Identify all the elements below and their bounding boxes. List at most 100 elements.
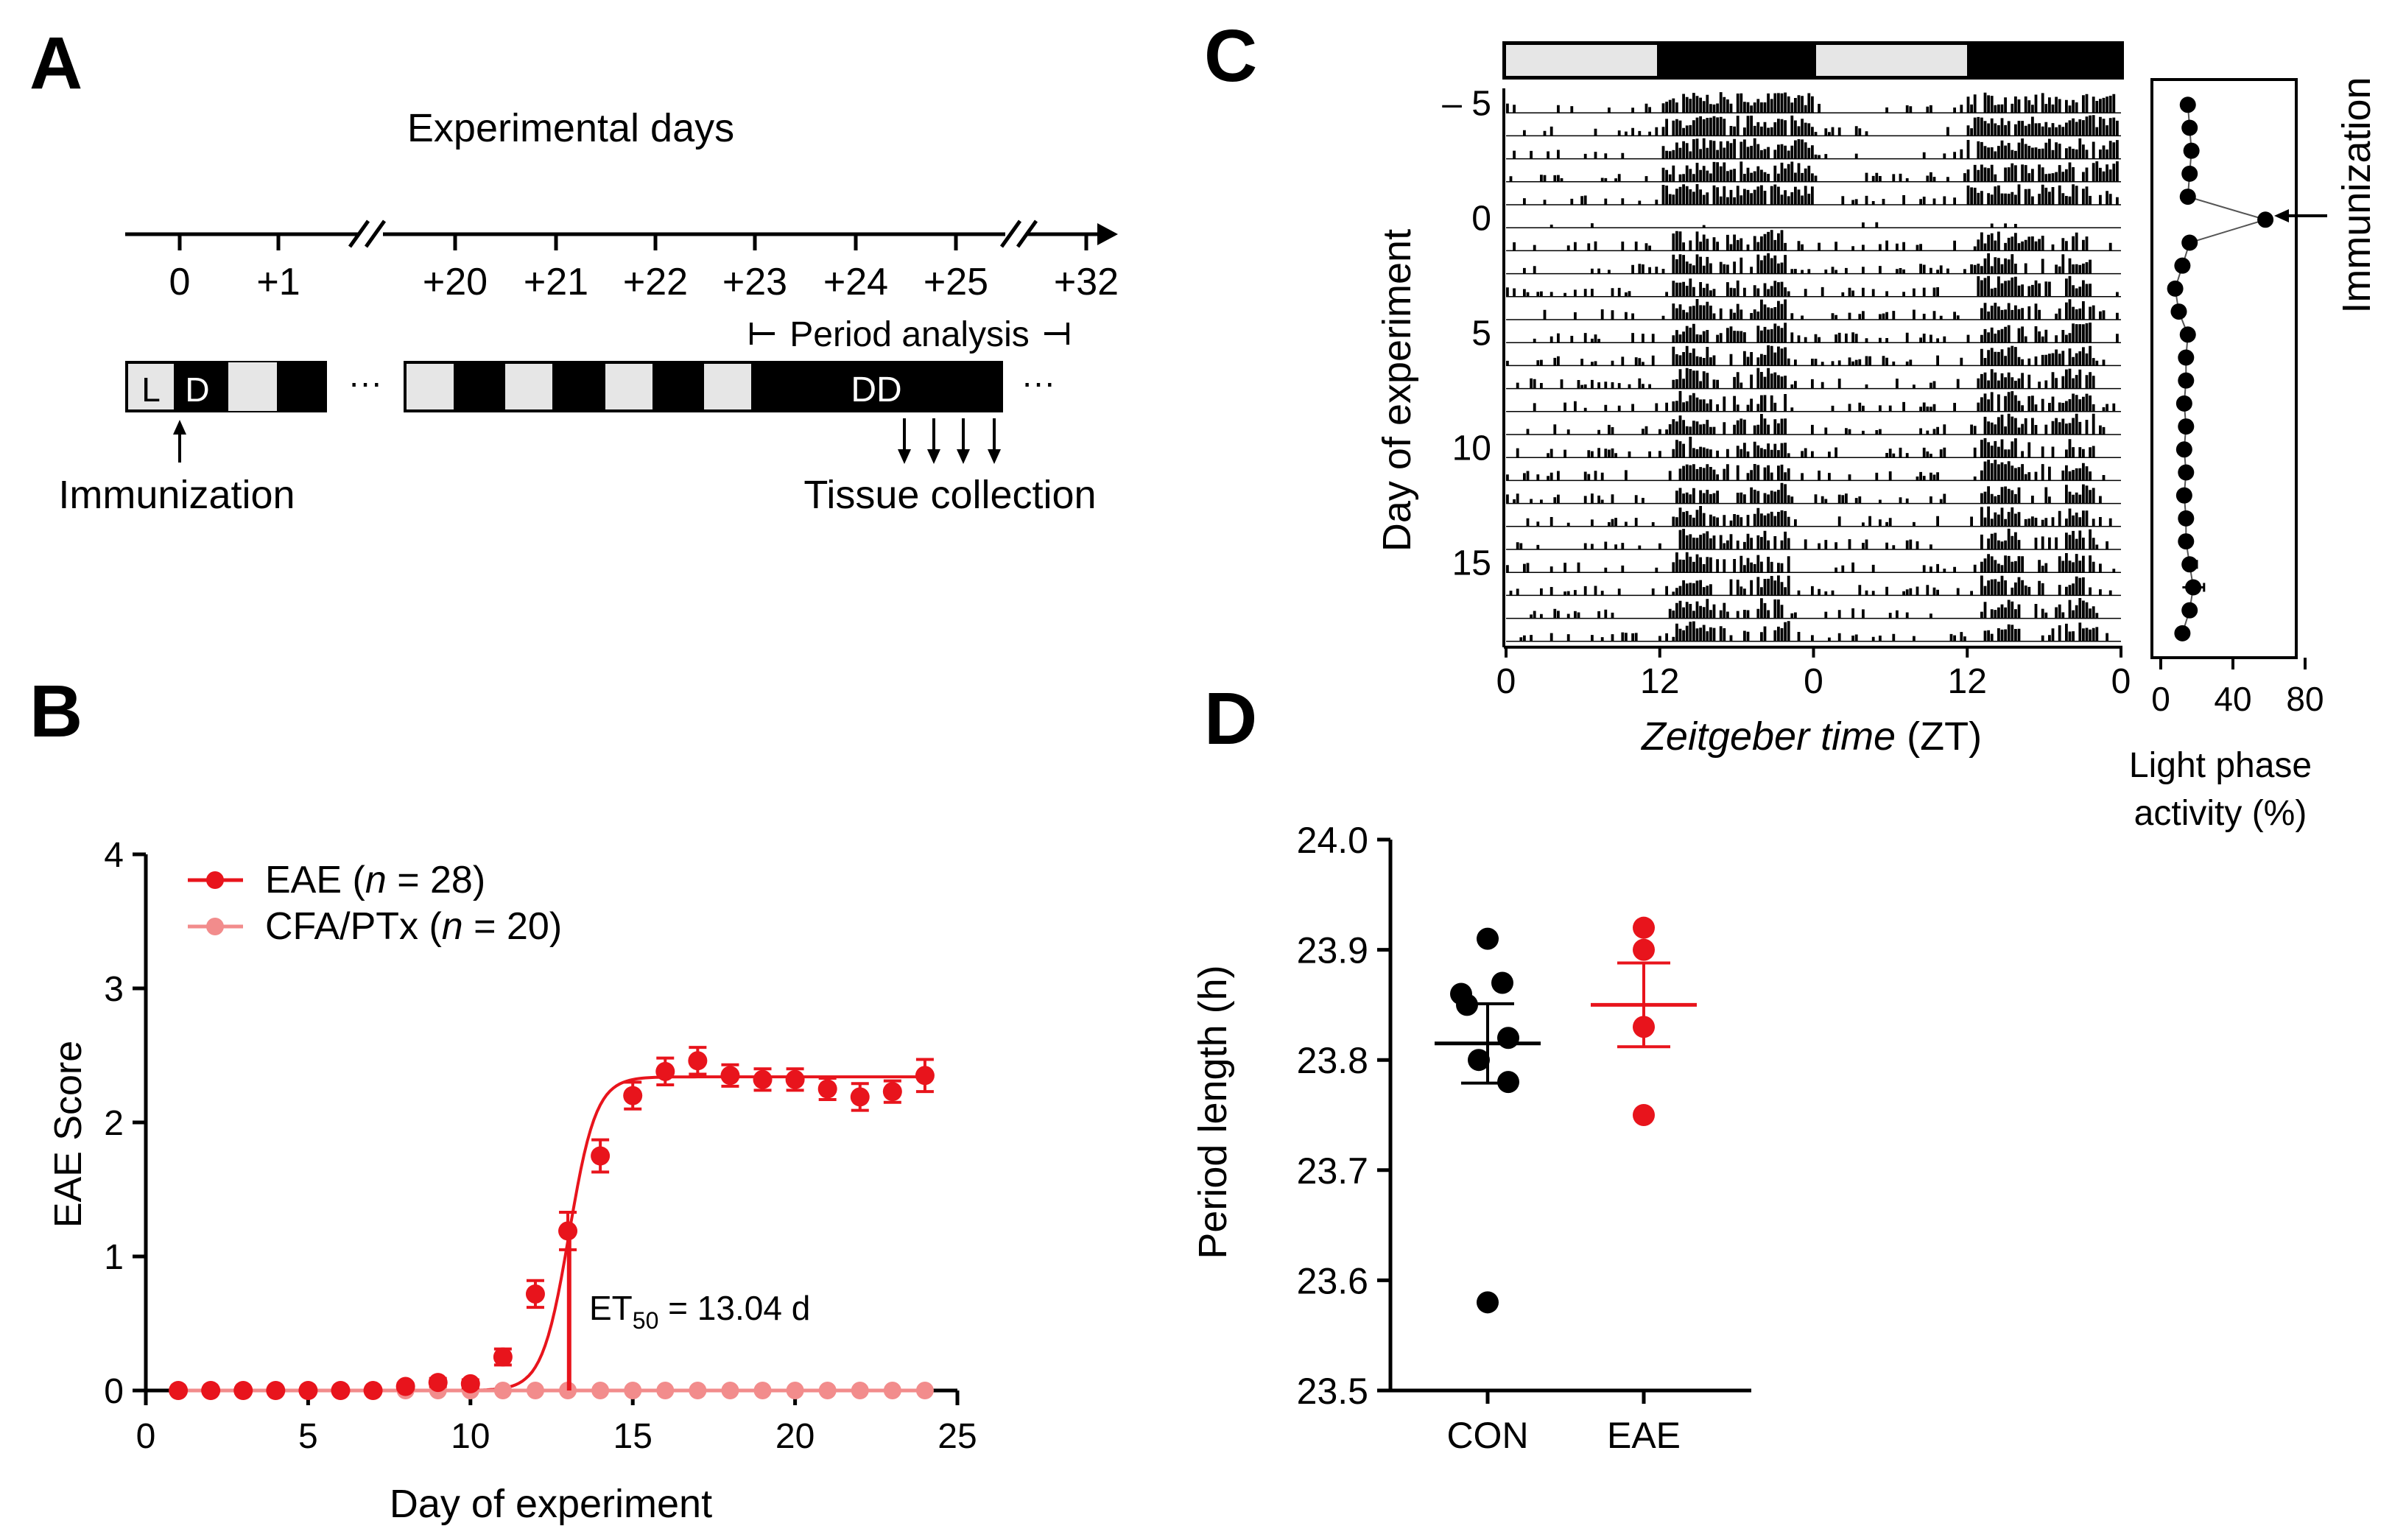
side-point bbox=[2181, 119, 2198, 136]
tissue-collection-arrows bbox=[898, 418, 1001, 464]
cfa-point bbox=[915, 1382, 934, 1399]
legend-eae-label: EAE (n = 28) bbox=[265, 859, 485, 901]
side-point bbox=[2181, 602, 2198, 619]
eae-point bbox=[298, 1381, 318, 1400]
panel-d-y-tick-label: 23.8 bbox=[1297, 1040, 1368, 1081]
light-phase-activity-series bbox=[2167, 96, 2274, 641]
actogram-row bbox=[1549, 222, 2017, 228]
panel-a: A Experimental days 0 +1 +20 +21 +22 +23 +24 +2… bbox=[29, 22, 1119, 517]
panel-d-y-tick-label: 24.0 bbox=[1297, 820, 1368, 861]
side-point bbox=[2178, 510, 2195, 527]
cfa-point bbox=[526, 1382, 544, 1399]
timeline-ticks bbox=[177, 234, 1088, 250]
actogram-row bbox=[1533, 390, 2116, 412]
panel-b-legend: EAE (n = 28) CFA/PTx (n = 20) bbox=[188, 859, 562, 948]
light-phase-activity-axes bbox=[2150, 78, 2307, 669]
legend-eae-count: = 28) bbox=[387, 859, 485, 901]
actogram-y-tick-label: 5 bbox=[1471, 314, 1491, 354]
tissue-collection-label: Tissue collection bbox=[803, 473, 1096, 517]
legend-eae-marker bbox=[206, 871, 224, 889]
side-x-label-line1: Light phase bbox=[2129, 746, 2312, 785]
period-point bbox=[1633, 1016, 1655, 1038]
eae-point bbox=[720, 1066, 740, 1086]
side-point bbox=[2179, 189, 2196, 205]
eae-point bbox=[493, 1347, 513, 1367]
actogram-row bbox=[1509, 161, 2119, 182]
eae-point bbox=[525, 1284, 545, 1304]
actogram-y-label: Day of experiment bbox=[1375, 229, 1419, 552]
period-point bbox=[1477, 1291, 1499, 1314]
side-point bbox=[2257, 211, 2274, 228]
period-point bbox=[1633, 1104, 1655, 1126]
eae-point bbox=[591, 1146, 611, 1166]
panel-b-letter: B bbox=[29, 670, 82, 753]
actogram-row bbox=[1526, 413, 2106, 435]
panel-d-letter: D bbox=[1204, 678, 1257, 760]
panel-b-y-tick-label: 4 bbox=[104, 836, 124, 875]
panel-b-y-tick-label: 3 bbox=[104, 970, 124, 1009]
side-point bbox=[2181, 165, 2198, 182]
eae-point bbox=[688, 1051, 708, 1071]
cfa-point bbox=[591, 1382, 610, 1399]
panel-b-x-tick-label: 15 bbox=[613, 1417, 652, 1456]
actogram-axes bbox=[1502, 88, 2122, 658]
timeline-axis bbox=[125, 219, 1118, 248]
eae-point bbox=[850, 1087, 870, 1107]
timeline-tick-label: +32 bbox=[1054, 261, 1119, 303]
side-connecting-line bbox=[2174, 105, 2268, 634]
period-point bbox=[1468, 1049, 1490, 1072]
panel-b: B 0 1 2 3 4 0 5 10 15 20 25 EAE Score Day of exper… bbox=[29, 670, 977, 1526]
cfa-point bbox=[689, 1382, 707, 1399]
panel-d: D 23.5 23.6 23.7 23.8 23.9 24.0 CON EAE Period … bbox=[1191, 678, 1751, 1456]
immunization-arrow bbox=[173, 420, 186, 463]
light-phase-activity-tick-labels: 0 40 80 bbox=[2151, 680, 2324, 718]
immunization-pointer bbox=[2274, 209, 2327, 222]
side-point bbox=[2181, 234, 2198, 251]
timeline-tick-label: +20 bbox=[423, 261, 488, 303]
actogram-row bbox=[1523, 115, 2119, 136]
timeline-tick-label: 0 bbox=[169, 261, 191, 303]
actogram-row bbox=[1506, 552, 2116, 573]
panel-d-x-tick-label: EAE bbox=[1607, 1415, 1681, 1456]
timeline-tick-label: +25 bbox=[924, 261, 988, 303]
side-point bbox=[2179, 96, 2196, 113]
side-point bbox=[2175, 487, 2192, 504]
panel-b-y-tick-label: 0 bbox=[104, 1372, 124, 1411]
actogram-row bbox=[1523, 184, 2119, 205]
actogram-row bbox=[1519, 621, 2108, 641]
panel-c-letter: C bbox=[1204, 15, 1257, 97]
period-point bbox=[1477, 927, 1499, 950]
eae-point bbox=[785, 1069, 805, 1089]
side-point bbox=[2178, 533, 2195, 550]
actogram-tick-labels: – 5 0 5 10 15 0 12 0 12 0 bbox=[1442, 85, 2131, 701]
eae-point bbox=[558, 1221, 578, 1241]
panel-d-y-tick-label: 23.9 bbox=[1297, 930, 1368, 971]
actogram-x-tick-label: 12 bbox=[1640, 662, 1679, 701]
side-x-tick-label: 40 bbox=[2214, 680, 2251, 718]
actogram-row bbox=[1533, 323, 2119, 343]
actogram-row bbox=[1506, 275, 2119, 297]
timeline-tick-label: +22 bbox=[623, 261, 688, 303]
side-point bbox=[2179, 326, 2196, 343]
tissue-collection-arrow-head bbox=[898, 449, 911, 464]
actogram-row bbox=[1523, 253, 2092, 274]
ld-schedule-bar-2 bbox=[404, 361, 1003, 412]
tissue-collection-arrow-head bbox=[927, 449, 940, 464]
cfa-point bbox=[818, 1382, 837, 1399]
cfa-point bbox=[721, 1382, 739, 1399]
dd-label: DD bbox=[851, 370, 901, 409]
cfa-point bbox=[851, 1382, 869, 1399]
actogram-x-tick-label: 0 bbox=[1496, 662, 1516, 701]
et50-annotation-text: ET bbox=[589, 1289, 633, 1327]
eae-point bbox=[915, 1066, 935, 1086]
side-point bbox=[2178, 418, 2195, 435]
panel-b-x-tick-label: 25 bbox=[938, 1417, 977, 1456]
period-analysis-label: Period analysis bbox=[789, 315, 1030, 354]
side-point bbox=[2178, 349, 2195, 366]
cfa-point bbox=[493, 1382, 512, 1399]
eae-point bbox=[395, 1376, 415, 1396]
actogram-row bbox=[1516, 368, 2095, 389]
actogram-x-label: Zeitgeber time (ZT) bbox=[1640, 714, 1982, 759]
panel-d-y-tick-label: 23.6 bbox=[1297, 1260, 1368, 1301]
